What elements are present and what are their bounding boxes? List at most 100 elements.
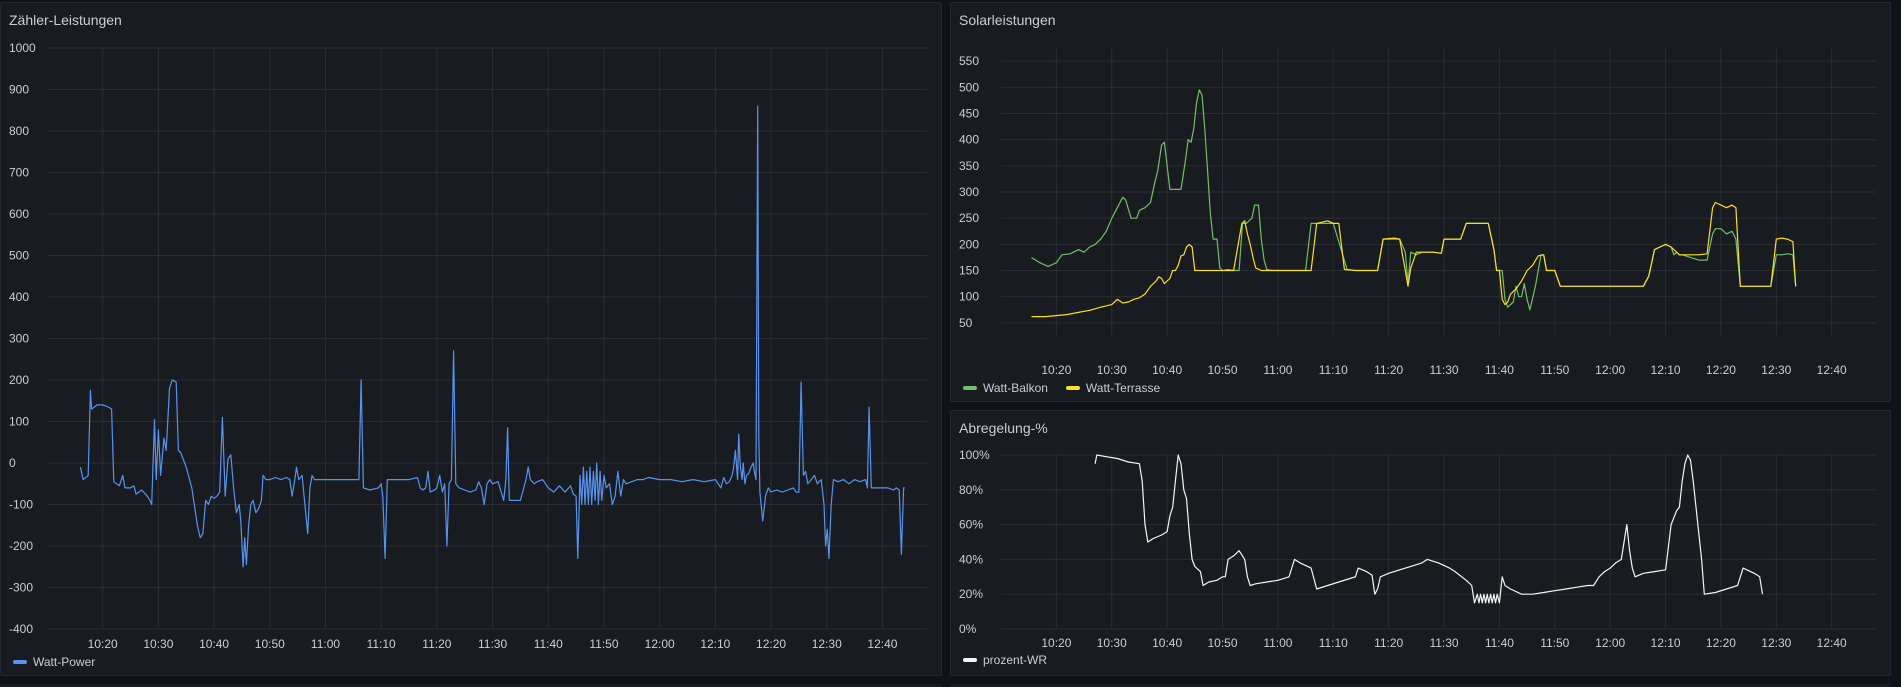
- x-tick-label: 11:40: [1485, 636, 1514, 650]
- y-tick-label: 450: [959, 106, 979, 120]
- x-tick-label: 11:10: [1319, 636, 1348, 650]
- y-tick-label: 500: [959, 80, 979, 94]
- x-tick-label: 11:50: [589, 637, 618, 651]
- legend-swatch: [13, 660, 27, 664]
- legend: prozent-WR: [963, 653, 1047, 667]
- legend-swatch: [963, 658, 977, 662]
- x-tick-label: 11:10: [1319, 363, 1348, 377]
- x-tick-label: 11:50: [1540, 636, 1569, 650]
- x-tick-label: 12:30: [1761, 636, 1791, 650]
- x-tick-label: 12:30: [1761, 363, 1791, 377]
- legend-label: Watt-Terrasse: [1085, 381, 1161, 395]
- x-tick-label: 10:20: [88, 637, 118, 651]
- y-tick-label: 100%: [959, 448, 990, 462]
- y-tick-label: 350: [959, 159, 979, 173]
- y-tick-label: 300: [9, 332, 29, 346]
- x-tick-label: 11:00: [1263, 636, 1292, 650]
- y-tick-label: 20%: [959, 587, 983, 601]
- y-tick-label: 500: [9, 249, 29, 263]
- x-tick-label: 12:20: [756, 637, 786, 651]
- panel-title[interactable]: Zähler-Leistungen: [9, 12, 122, 28]
- chart-abregelung: 100% 80% 60% 40% 20% 0% 10:20 10:30 10:40 10:50 11…: [959, 448, 1876, 650]
- legend: Watt-Power: [13, 655, 95, 669]
- x-tick-label: 10:50: [1208, 636, 1238, 650]
- y-tick-label: 700: [9, 166, 29, 180]
- x-tick-label: 11:30: [1429, 636, 1458, 650]
- y-tick-label: 300: [959, 185, 979, 199]
- x-tick-label: 12:40: [867, 637, 897, 651]
- x-tick-label: 12:40: [1817, 363, 1847, 377]
- x-tick-label: 10:30: [143, 637, 173, 651]
- x-tick-label: 12:40: [1817, 636, 1847, 650]
- panel-title[interactable]: Abregelung-%: [959, 420, 1048, 436]
- panel-zaehler: Zähler-Leistungen 1000 900 800 700 600 500 400…: [0, 2, 942, 676]
- legend-item[interactable]: prozent-WR: [963, 653, 1047, 667]
- y-tick-label: 250: [959, 211, 979, 225]
- x-tick-label: 12:00: [1595, 636, 1625, 650]
- x-tick-label: 12:10: [1651, 363, 1681, 377]
- x-tick-label: 10:40: [1152, 363, 1182, 377]
- panel-edge: [950, 684, 1891, 687]
- x-tick-label: 12:00: [645, 637, 675, 651]
- x-tick-label: 10:20: [1041, 363, 1071, 377]
- legend-label: prozent-WR: [983, 653, 1048, 667]
- y-tick-label: 40%: [959, 552, 983, 566]
- x-tick-label: 11:20: [1374, 636, 1403, 650]
- x-tick-label: 11:40: [1485, 363, 1514, 377]
- x-tick-label: 10:30: [1097, 363, 1127, 377]
- y-tick-label: -300: [9, 581, 33, 595]
- x-tick-label: 10:50: [255, 637, 285, 651]
- y-tick-label: -100: [9, 498, 33, 512]
- y-tick-label: 60%: [959, 518, 983, 532]
- legend-item[interactable]: Watt-Balkon: [963, 381, 1048, 395]
- x-tick-label: 11:30: [1429, 363, 1458, 377]
- x-tick-label: 11:00: [311, 637, 340, 651]
- panel-solar: Solarleistungen 550 500 450 400 350 300 250 200…: [950, 2, 1891, 402]
- x-tick-label: 10:40: [1152, 636, 1182, 650]
- legend-item[interactable]: Watt-Terrasse: [1065, 381, 1161, 395]
- y-tick-label: 80%: [959, 483, 983, 497]
- y-tick-label: -200: [9, 539, 33, 553]
- y-tick-label: 0: [9, 456, 16, 470]
- y-tick-label: 900: [9, 83, 29, 97]
- x-tick-label: 12:30: [812, 637, 842, 651]
- y-tick-label: 600: [9, 207, 29, 221]
- y-tick-label: 800: [9, 124, 29, 138]
- y-tick-label: 50: [959, 316, 973, 330]
- legend-label: Watt-Balkon: [983, 381, 1048, 395]
- y-tick-label: 0%: [959, 622, 977, 636]
- x-tick-label: 12:00: [1595, 363, 1625, 377]
- series-line-watt-power[interactable]: [79, 105, 905, 568]
- panel-abregelung: Abregelung-% 100% 80% 60% 40% 20% 0% 10:20 10:3…: [950, 410, 1891, 676]
- x-tick-label: 12:10: [700, 637, 730, 651]
- panel-title[interactable]: Solarleistungen: [959, 12, 1056, 28]
- x-tick-label: 11:30: [478, 637, 507, 651]
- y-tick-label: 100: [959, 290, 979, 304]
- x-tick-label: 11:40: [534, 637, 563, 651]
- series-line-watt-balkon[interactable]: [1031, 89, 1797, 311]
- chart-zaehler: 10009008007006005004003002001000-100-200…: [9, 41, 927, 651]
- y-tick-label: 400: [959, 133, 979, 147]
- series-line-watt-terrasse[interactable]: [1031, 201, 1797, 318]
- y-tick-label: 550: [959, 54, 979, 68]
- legend-swatch: [963, 386, 977, 390]
- x-tick-label: 12:10: [1651, 636, 1681, 650]
- chart-solar: 550 500 450 400 350 300 250 200 150 100 50 10:20 10:…: [959, 48, 1876, 377]
- y-tick-label: 200: [959, 237, 979, 251]
- x-tick-label: 12:20: [1706, 636, 1736, 650]
- legend-swatch: [1065, 386, 1080, 390]
- x-tick-label: 12:20: [1706, 363, 1736, 377]
- y-tick-label: 400: [9, 290, 29, 304]
- y-tick-label: 100: [9, 415, 29, 429]
- legend-item[interactable]: Watt-Power: [13, 655, 95, 669]
- x-tick-label: 10:50: [1208, 363, 1238, 377]
- y-tick-label: 1000: [9, 41, 36, 55]
- x-tick-label: 11:20: [1374, 363, 1403, 377]
- panel-edge: [0, 684, 942, 687]
- series-line-prozent-wr[interactable]: [1094, 454, 1764, 604]
- y-tick-label: -400: [9, 622, 33, 636]
- x-tick-label: 10:40: [199, 637, 229, 651]
- legend: Watt-Balkon Watt-Terrasse: [963, 381, 1160, 395]
- y-tick-label: 200: [9, 373, 29, 387]
- x-tick-label: 10:20: [1041, 636, 1071, 650]
